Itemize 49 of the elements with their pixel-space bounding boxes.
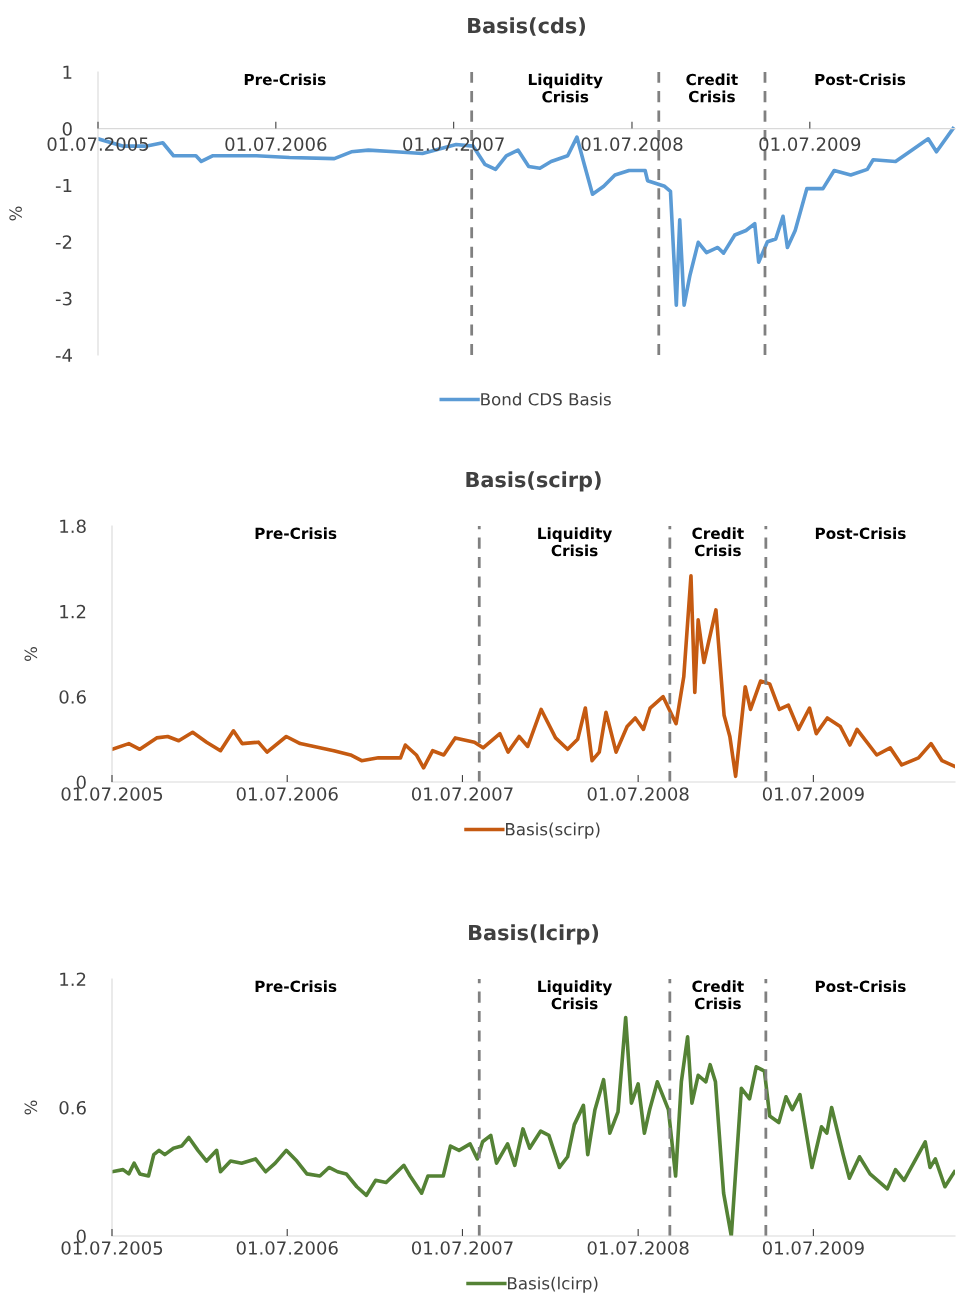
chart-title: Basis(cds) [468, 17, 585, 36]
x-tick-label: 01.07.2009 [762, 1241, 864, 1255]
legend-label: Basis(scirp) [506, 822, 600, 839]
x-tick-label: 01.07.2006 [236, 787, 338, 801]
x-tick-label: 01.07.2005 [61, 1241, 163, 1255]
y-tick-label: 1.8 [60, 519, 86, 534]
annotation: Credit Crisis [686, 73, 738, 103]
y-tick-label: 1 [63, 65, 72, 79]
annotation: Pre-Crisis [255, 527, 337, 540]
annotation: Liquidity Crisis [538, 527, 612, 557]
annotation: Credit Crisis [692, 980, 744, 1010]
y-tick-label: 0.6 [59, 690, 86, 704]
annotation: Pre-Crisis [244, 73, 326, 86]
x-tick-label: 01.07.2009 [762, 787, 864, 801]
x-tick-label: 01.07.2009 [759, 137, 861, 151]
y-tick-label: 1.2 [60, 972, 86, 986]
x-tick-label: 01.07.2007 [403, 137, 504, 151]
legend-label: Bond CDS Basis [481, 392, 611, 406]
x-tick-label: 01.07.2007 [411, 1241, 513, 1255]
legend-label: Basis(lcirp) [508, 1276, 598, 1293]
annotation: Post-Crisis [815, 527, 906, 540]
chart-title: Basis(scirp) [466, 471, 601, 492]
annotation: Post-Crisis [815, 73, 906, 86]
x-tick-label: 01.07.2007 [411, 787, 513, 801]
x-tick-label: 01.07.2006 [236, 1241, 338, 1255]
y-tick-label: -4 [55, 348, 72, 362]
x-tick-label: 01.07.2005 [61, 787, 163, 801]
line-series [112, 573, 955, 779]
x-tick-label: 01.07.2006 [225, 137, 327, 151]
y-tick-label: 1.2 [60, 604, 86, 619]
y-axis-title: % [24, 1100, 38, 1115]
annotation: Liquidity Crisis [538, 980, 612, 1010]
chart-title: Basis(lcirp) [469, 924, 599, 945]
annotation: Credit Crisis [692, 527, 744, 557]
x-tick-label: 01.07.2008 [581, 137, 683, 151]
y-axis-title: % [9, 206, 22, 221]
y-tick-label: 0 [76, 775, 86, 790]
x-tick-label: 01.07.2008 [587, 787, 689, 801]
y-tick-label: -3 [55, 291, 72, 306]
annotation: Liquidity Crisis [528, 73, 603, 103]
y-tick-label: 0 [62, 122, 72, 136]
y-tick-label: -1 [55, 178, 72, 193]
y-tick-label: 0 [76, 1229, 86, 1244]
x-tick-label: 01.07.2008 [587, 1241, 689, 1255]
y-axis-title: % [24, 647, 38, 661]
y-tick-label: -2 [55, 235, 72, 249]
annotation: Pre-Crisis [255, 980, 337, 993]
y-tick-label: 0.6 [59, 1100, 86, 1115]
annotation: Post-Crisis [815, 980, 906, 993]
